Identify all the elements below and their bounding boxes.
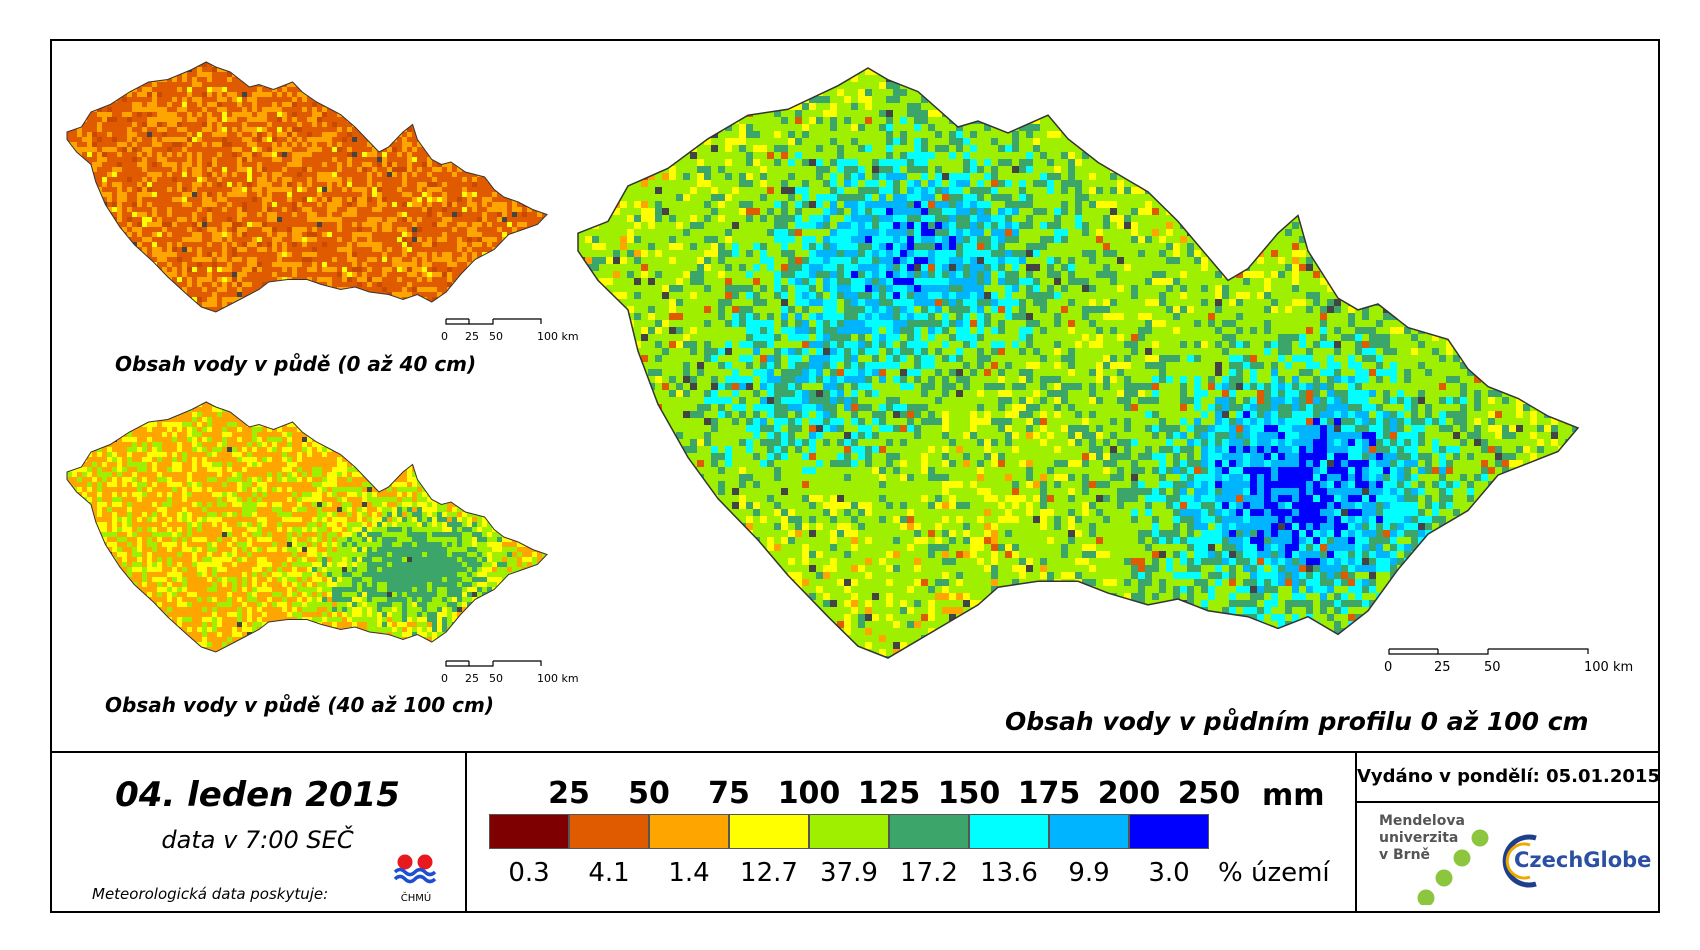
map-topsoil-0-40	[66, 61, 548, 313]
chmu-logo-icon	[393, 854, 437, 884]
footer-divider-issued	[1355, 801, 1660, 803]
legend-percent: 3.0	[1129, 858, 1209, 888]
scale-label: 25	[465, 330, 479, 343]
legend-percent: 13.6	[969, 858, 1049, 888]
legend-threshold: 100	[769, 776, 849, 811]
scale-bar-line	[1388, 648, 1589, 655]
legend-percent: 0.3	[489, 858, 569, 888]
footer-divider-right	[1355, 751, 1357, 913]
scale-label: 100 km	[1584, 660, 1633, 675]
legend-threshold: 200	[1089, 776, 1169, 811]
legend-percent: 9.9	[1049, 858, 1129, 888]
legend-unit: mm	[1262, 778, 1325, 813]
footer-divider	[50, 751, 1660, 753]
scale-label: 0	[1384, 660, 1392, 675]
legend-threshold: 175	[1009, 776, 1089, 811]
scale-bar-line	[445, 318, 542, 325]
scale-label: 0	[441, 330, 448, 343]
czechglobe-logo-icon	[1502, 834, 1537, 888]
legend-swatch	[809, 814, 889, 849]
scale-label: 0	[441, 672, 448, 685]
map-profile-0-100	[577, 67, 1579, 659]
legend-threshold: 125	[849, 776, 929, 811]
legend-percent: 1.4	[649, 858, 729, 888]
legend-swatch	[649, 814, 729, 849]
scale-label: 50	[489, 330, 503, 343]
legend-swatch	[1049, 814, 1129, 849]
scale-label: 100 km	[537, 330, 579, 343]
legend-swatch	[889, 814, 969, 849]
issued-date: Vydáno v pondělí: 05.01.2015	[1357, 766, 1660, 787]
footer-date: 04. leden 2015	[50, 775, 465, 815]
title-profile: Obsah vody v půdním profilu 0 až 100 cm	[1005, 707, 1589, 736]
legend-threshold: 150	[929, 776, 1009, 811]
chmu-logo-text: ČHMÚ	[392, 893, 440, 904]
title-subsoil: Obsah vody v půdě (40 až 100 cm)	[105, 693, 494, 717]
mendel-logo-icon	[1417, 829, 1489, 905]
czechglobe-logo-text: CzechGlobe	[1514, 848, 1651, 872]
scale-label: 100 km	[537, 672, 579, 685]
legend-threshold: 250	[1169, 776, 1249, 811]
scale-bar-line	[445, 660, 542, 667]
title-topsoil: Obsah vody v půdě (0 až 40 cm)	[115, 352, 476, 376]
legend-threshold: 75	[689, 776, 769, 811]
scale-label: 50	[489, 672, 503, 685]
scale-label: 25	[465, 672, 479, 685]
legend-pct-unit: % území	[1218, 858, 1330, 888]
footer-source-label: Meteorologická data poskytuje:	[92, 885, 328, 903]
legend-percent: 4.1	[569, 858, 649, 888]
scale-label: 25	[1434, 660, 1451, 675]
map-frame	[50, 39, 1660, 913]
footer-divider-left	[465, 751, 467, 913]
legend-threshold: 25	[529, 776, 609, 811]
footer-time: data v 7:00 SEČ	[50, 826, 465, 854]
legend-percent: 12.7	[729, 858, 809, 888]
legend-percent: 17.2	[889, 858, 969, 888]
scale-label: 50	[1484, 660, 1501, 675]
legend-swatch	[969, 814, 1049, 849]
map-subsoil-40-100	[66, 401, 548, 653]
legend-swatch	[489, 814, 569, 849]
legend-threshold: 50	[609, 776, 689, 811]
legend-percent: 37.9	[809, 858, 889, 888]
legend-swatch	[1129, 814, 1209, 849]
legend-swatch	[729, 814, 809, 849]
legend-swatch	[569, 814, 649, 849]
mendel-name: Mendelova univerzita v Brně	[1379, 813, 1465, 864]
